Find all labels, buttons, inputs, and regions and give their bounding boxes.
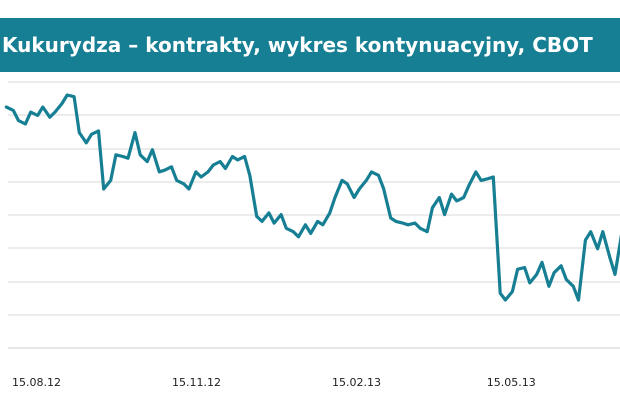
x-tick-label: 15.02.13 [332, 376, 381, 389]
price-series-line [4, 93, 620, 302]
chart-title-bar: Kukurydza – kontrakty, wykres kontynuacy… [0, 18, 620, 72]
series-lines [4, 93, 620, 302]
x-tick-label: 15.08.12 [12, 376, 61, 389]
chart-title: Kukurydza – kontrakty, wykres kontynuacy… [2, 33, 593, 57]
x-tick-label: 15.11.12 [172, 376, 221, 389]
x-axis-tick-labels: 15.08.12 15.11.12 15.02.13 15.05.13 [12, 376, 536, 389]
x-tick-label: 15.05.13 [487, 376, 536, 389]
gridlines [8, 81, 620, 349]
